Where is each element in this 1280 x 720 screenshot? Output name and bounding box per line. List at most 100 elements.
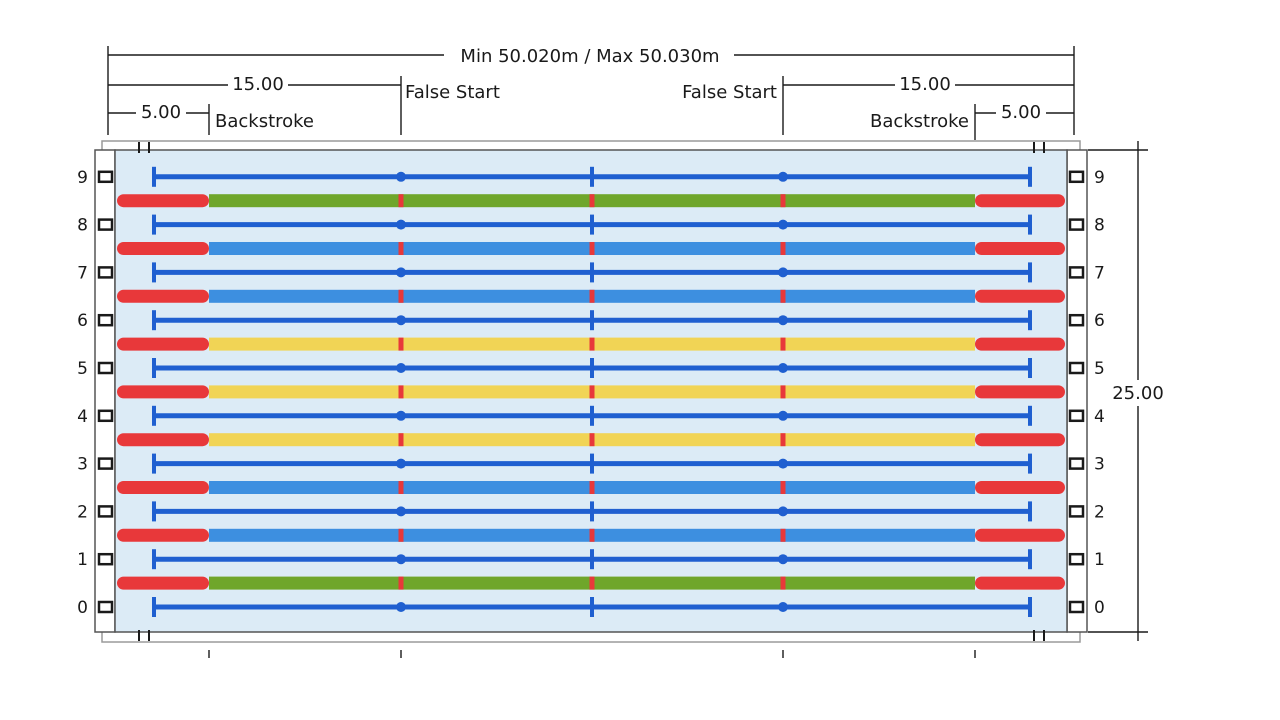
lane-rope-end-right — [975, 337, 1065, 351]
backstroke-distance-left-dimension: 5.00 — [141, 102, 181, 123]
lane-rope-end-left — [117, 242, 209, 255]
starting-block-right — [1068, 409, 1085, 423]
lane-rope-end-left — [117, 194, 209, 208]
lane-rope-marker — [398, 528, 404, 542]
lane-number-right: 9 — [1094, 168, 1105, 188]
lane-rope-end-right — [975, 242, 1065, 255]
lane-rope-marker — [398, 576, 404, 590]
lane-rope-end-right — [975, 481, 1065, 494]
lane-ropes — [117, 194, 1065, 590]
lane-rope-marker — [589, 337, 595, 351]
lane-line — [152, 358, 1032, 378]
starting-block-left — [97, 505, 114, 518]
lane-rope — [117, 528, 1065, 542]
lane-rope-end-left — [117, 576, 209, 590]
false-start-label-left: False Start — [405, 82, 500, 103]
lane-number-right: 3 — [1094, 455, 1105, 475]
lane-number-right: 0 — [1094, 598, 1105, 618]
lane-line — [152, 549, 1032, 570]
overall-length-dimension: Min 50.020m / Max 50.030m — [460, 46, 719, 67]
lane-rope-marker — [780, 433, 786, 447]
false-start-label-right: False Start — [682, 82, 777, 103]
lane-line — [152, 166, 1032, 187]
lane-rope-marker — [780, 337, 786, 351]
lane-rope — [117, 433, 1065, 447]
lane-number-right: 4 — [1094, 407, 1105, 427]
lane-number-left: 5 — [77, 359, 88, 379]
lane-rope — [117, 289, 1065, 303]
starting-block-right — [1068, 361, 1085, 375]
lane-rope-marker — [589, 385, 595, 399]
lane-rope-marker — [780, 194, 786, 208]
lane-rope-marker — [780, 385, 786, 399]
flag-distance-left-dimension: 15.00 — [232, 74, 284, 95]
lane-rope-marker — [589, 576, 595, 590]
lane-rope-marker — [780, 528, 786, 542]
lane-rope — [117, 481, 1065, 494]
backstroke-distance-right-dimension: 5.00 — [1001, 102, 1041, 123]
lane-number-left: 0 — [77, 598, 88, 618]
lane-rope-marker — [398, 337, 404, 351]
starting-block-right — [1068, 457, 1085, 470]
starting-block-right — [1068, 170, 1085, 184]
lane-number-right: 1 — [1094, 550, 1105, 570]
lane-rope-end-left — [117, 528, 209, 542]
lane-rope-marker — [398, 433, 404, 447]
starting-block-right — [1068, 218, 1085, 231]
lane-rope-marker — [780, 481, 786, 494]
lane-rope-marker — [780, 242, 786, 255]
lane-rope-marker — [398, 481, 404, 494]
lane-number-left: 8 — [77, 216, 88, 236]
lane-rope-marker — [589, 194, 595, 208]
lane-line — [152, 405, 1032, 426]
starting-block-left — [97, 552, 114, 566]
lane-number-left: 6 — [77, 311, 88, 331]
starting-block-left — [97, 313, 114, 327]
lane-rope-marker — [589, 528, 595, 542]
lane-rope — [117, 194, 1065, 208]
lane-number-right: 8 — [1094, 216, 1105, 236]
lane-rope-marker — [589, 433, 595, 447]
backstroke-label-right: Backstroke — [870, 111, 969, 132]
lane-rope-marker — [398, 289, 404, 303]
lane-rope — [117, 337, 1065, 351]
lane-rope-marker — [780, 576, 786, 590]
wall-markers — [138, 142, 1045, 641]
lane-number-right: 7 — [1094, 263, 1105, 283]
starting-block-left — [97, 457, 114, 470]
lane-line — [152, 214, 1032, 235]
lane-line — [152, 453, 1032, 474]
lane-rope-end-left — [117, 481, 209, 494]
lane-rope-marker — [398, 385, 404, 399]
lane-number-right: 6 — [1094, 311, 1105, 331]
pool-width-dimension: 25.00 — [1112, 383, 1164, 404]
flag-distance-right-dimension: 15.00 — [899, 74, 951, 95]
lane-line — [152, 262, 1032, 283]
lane-rope-marker — [398, 242, 404, 255]
lane-line — [152, 310, 1032, 331]
starting-block-left — [97, 409, 114, 423]
starting-block-left — [97, 266, 114, 279]
lane-rope-end-right — [975, 576, 1065, 590]
starting-block-right — [1068, 600, 1085, 614]
lane-number-left: 9 — [77, 168, 88, 188]
starting-block-left — [97, 170, 114, 184]
lane-lines — [152, 166, 1032, 617]
lane-rope-end-right — [975, 385, 1065, 399]
starting-block-left — [97, 600, 114, 614]
starting-block-right — [1068, 552, 1085, 566]
lane-rope — [117, 385, 1065, 399]
starting-block-left — [97, 218, 114, 231]
lane-number-right: 2 — [1094, 502, 1105, 522]
lane-rope-marker — [780, 289, 786, 303]
lane-number-left: 2 — [77, 502, 88, 522]
lane-number-right: 5 — [1094, 359, 1105, 379]
lane-rope-end-right — [975, 528, 1065, 542]
lane-rope-end-right — [975, 289, 1065, 303]
lane-rope-end-right — [975, 194, 1065, 208]
lane-number-left: 3 — [77, 455, 88, 475]
starting-block-right — [1068, 313, 1085, 327]
lane-rope-marker — [589, 481, 595, 494]
lane-rope-end-left — [117, 385, 209, 399]
